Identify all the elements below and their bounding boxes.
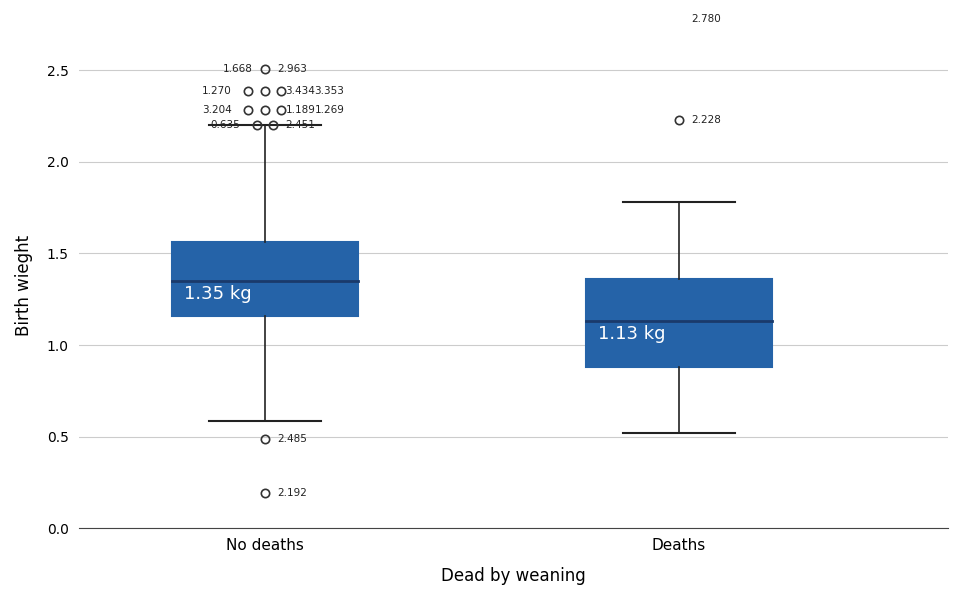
Text: 1.668: 1.668: [222, 64, 252, 74]
Text: 2.192: 2.192: [277, 488, 307, 498]
FancyBboxPatch shape: [171, 242, 358, 316]
Text: 1.35 kg: 1.35 kg: [184, 285, 251, 303]
Text: 2.485: 2.485: [277, 434, 307, 445]
Y-axis label: Birth wieght: Birth wieght: [15, 235, 33, 336]
Text: 2.780: 2.780: [691, 14, 721, 24]
Text: 0.635: 0.635: [210, 120, 240, 130]
Text: 3.204: 3.204: [202, 106, 232, 115]
Text: 1.13 kg: 1.13 kg: [598, 325, 665, 343]
Text: 1.269: 1.269: [315, 106, 345, 115]
Text: 1.189: 1.189: [286, 106, 316, 115]
Text: 3.353: 3.353: [315, 86, 345, 96]
Text: 3.434: 3.434: [286, 86, 316, 96]
Text: 2.228: 2.228: [691, 115, 721, 125]
Text: 1.270: 1.270: [202, 86, 232, 96]
X-axis label: Dead by weaning: Dead by weaning: [441, 567, 586, 585]
Text: 2.451: 2.451: [286, 120, 316, 130]
FancyBboxPatch shape: [586, 279, 772, 367]
Text: 2.963: 2.963: [277, 64, 307, 74]
